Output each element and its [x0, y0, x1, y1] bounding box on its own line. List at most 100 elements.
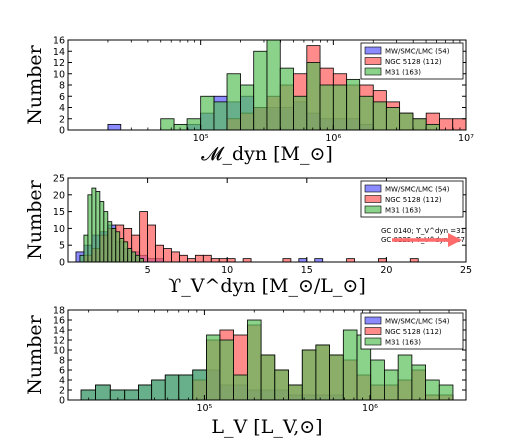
- bar: [315, 344, 330, 401]
- bar: [425, 379, 440, 401]
- x-tick-label: 15: [301, 265, 313, 276]
- bar: [332, 84, 348, 131]
- plot-frame: [67, 177, 467, 263]
- bar: [452, 118, 467, 131]
- bar: [155, 244, 164, 263]
- bar: [242, 258, 252, 263]
- x-tick-label: 10⁶: [325, 133, 341, 144]
- y-tick-label: 10: [53, 346, 65, 357]
- bar: [226, 258, 236, 263]
- bar: [135, 254, 141, 263]
- bar: [247, 319, 262, 401]
- bar: [378, 258, 387, 263]
- bar: [115, 231, 121, 263]
- legend-swatch: [364, 67, 382, 76]
- legend-swatch: [364, 327, 382, 335]
- x-tick-label: 5: [145, 265, 151, 276]
- y-tick-label: 15: [53, 207, 65, 218]
- series-3: [160, 39, 440, 131]
- x-axis: 10⁵ 10⁶ 10⁷: [107, 40, 474, 144]
- y-tick-label: 10: [53, 69, 65, 80]
- bar: [399, 112, 414, 131]
- legend-swatch: [364, 205, 382, 214]
- x-axis-label: 𝓜_dyn [M_⊙]: [201, 143, 333, 165]
- y-tick-label: 25: [53, 174, 65, 185]
- y-tick-label: 4: [59, 376, 65, 387]
- bar: [385, 107, 401, 131]
- y-tick-label: 14: [53, 326, 65, 337]
- x-tick-label: 10⁶: [362, 403, 378, 414]
- histogram-bars: [75, 187, 419, 263]
- legend: MW/SMC/LMC (54) NGC 5128 (112) M31 (163): [360, 312, 464, 350]
- bar: [282, 258, 292, 263]
- legend-swatch: [364, 337, 382, 346]
- bar: [151, 379, 166, 401]
- bar: [213, 101, 228, 131]
- legend-swatch: [364, 57, 382, 65]
- bar: [164, 374, 180, 401]
- y-tick-label: 0: [59, 126, 65, 137]
- x-axis: 10⁵ 10⁶: [88, 310, 450, 414]
- bar: [233, 374, 248, 401]
- legend-label: MW/SMC/LMC (54): [385, 48, 450, 56]
- legend-swatch: [364, 316, 382, 325]
- legend-label: M31 (163): [385, 69, 421, 77]
- bar: [202, 254, 212, 263]
- y-tick-label: 5: [59, 241, 65, 252]
- y-tick-label: 0: [59, 258, 65, 269]
- bar: [218, 258, 228, 263]
- bar: [103, 211, 109, 263]
- y-tick-label: 10: [53, 224, 65, 235]
- y-axis: 0 5 10 15 20 25: [53, 174, 466, 269]
- y-axis-label: Number: [24, 314, 46, 394]
- bar: [372, 101, 387, 131]
- bar: [173, 123, 188, 131]
- bar: [438, 384, 454, 401]
- bar: [178, 374, 194, 401]
- bar: [186, 118, 202, 131]
- annotation-arrow-head: [448, 233, 462, 247]
- y-tick-label: 0: [59, 396, 65, 407]
- bar: [306, 62, 321, 131]
- bar: [397, 354, 413, 401]
- annotation-text: GC 0140; ϒ_V^dyn =31: [381, 227, 465, 235]
- plot-frame: [67, 309, 467, 401]
- bar: [411, 364, 426, 401]
- y-tick-label: 2: [59, 114, 65, 125]
- x-tick-label: 10⁵: [193, 133, 209, 144]
- bar: [139, 211, 148, 263]
- bar: [119, 238, 125, 263]
- histogram-bars: [107, 39, 467, 131]
- y-tick-label: 2: [59, 386, 65, 397]
- bar: [99, 201, 105, 263]
- x-tick-label: 25: [460, 265, 472, 276]
- bar: [346, 258, 355, 263]
- bar: [240, 84, 255, 131]
- y-tick-label: 12: [53, 58, 65, 69]
- bar: [171, 251, 180, 263]
- bar: [219, 339, 234, 401]
- bar: [301, 349, 317, 401]
- legend: MW/SMC/LMC (54) NGC 5128 (112) M31 (163): [360, 180, 464, 218]
- bar: [293, 95, 308, 131]
- legend-label: NGC 5128 (112): [385, 196, 442, 204]
- legend-label: MW/SMC/LMC (54): [385, 318, 450, 326]
- legend-label: NGC 5128 (112): [385, 58, 442, 66]
- x-axis-label: L_V [L_V,⊙]: [211, 416, 322, 438]
- bar: [210, 258, 220, 263]
- bar: [329, 354, 344, 401]
- x-tick-label: 10⁵: [196, 403, 212, 414]
- bar: [79, 254, 85, 263]
- bar: [298, 258, 308, 263]
- bar: [111, 227, 117, 263]
- y-tick-label: 16: [53, 36, 65, 47]
- bar: [123, 241, 129, 263]
- y-tick-label: 8: [59, 81, 65, 92]
- bar: [179, 254, 188, 263]
- y-tick-label: 8: [59, 356, 65, 367]
- bar: [370, 359, 385, 401]
- y-axis-label: Number: [24, 44, 46, 124]
